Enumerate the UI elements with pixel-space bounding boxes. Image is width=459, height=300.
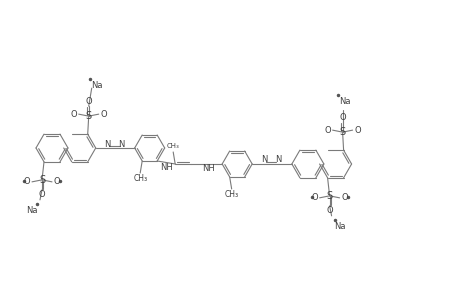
Text: O: O: [39, 190, 45, 200]
Text: CH₃: CH₃: [167, 143, 179, 149]
Text: S: S: [326, 191, 332, 201]
Text: S: S: [85, 111, 92, 121]
Text: NH: NH: [202, 164, 215, 173]
Text: O: O: [353, 126, 360, 135]
Text: O: O: [70, 110, 77, 118]
Text: O: O: [325, 206, 332, 215]
Text: Na: Na: [333, 222, 345, 231]
Text: Na: Na: [91, 81, 102, 90]
Text: O: O: [311, 193, 317, 202]
Text: N: N: [274, 155, 281, 164]
Text: CH₃: CH₃: [224, 190, 238, 200]
Text: O: O: [85, 97, 92, 106]
Text: O: O: [54, 177, 60, 186]
Text: N: N: [260, 155, 267, 164]
Text: S: S: [39, 175, 45, 185]
Text: O: O: [341, 193, 347, 202]
Text: O: O: [324, 126, 330, 135]
Text: CH₃: CH₃: [133, 175, 147, 184]
Text: N: N: [118, 140, 125, 148]
Text: NH: NH: [159, 163, 172, 172]
Text: O: O: [339, 112, 345, 122]
Text: O: O: [23, 177, 30, 186]
Text: Na: Na: [338, 97, 350, 106]
Text: Na: Na: [26, 206, 38, 215]
Text: O: O: [100, 110, 107, 118]
Text: S: S: [339, 127, 345, 137]
Text: N: N: [104, 140, 111, 148]
